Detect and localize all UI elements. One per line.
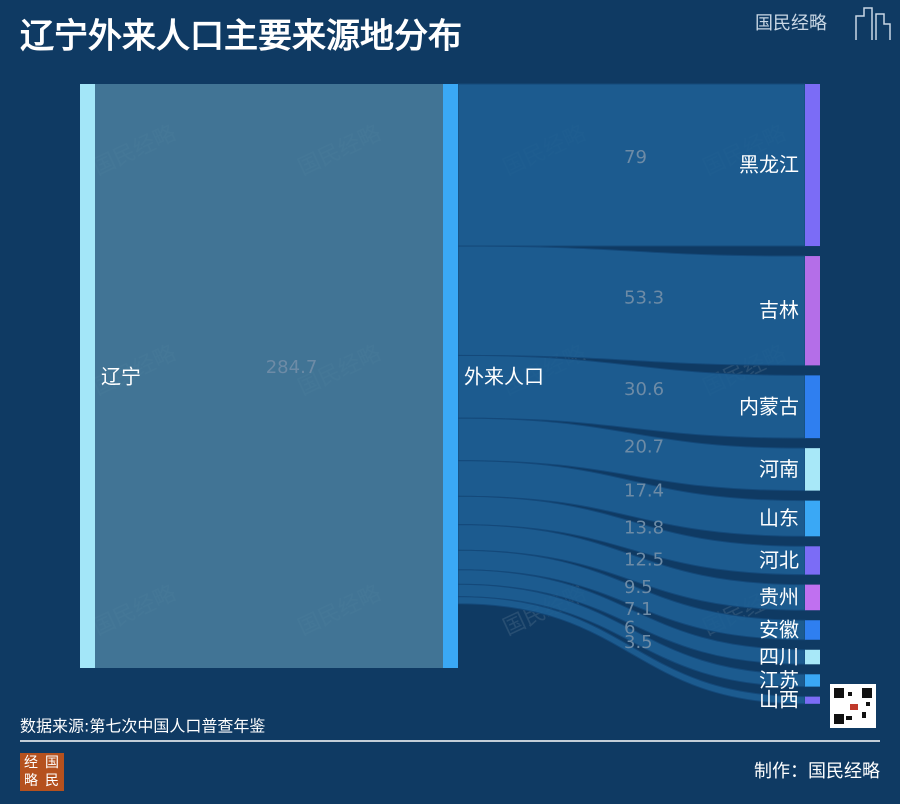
- value-label: 6: [624, 617, 635, 638]
- source-note: 数据来源:第七次中国人口普查年鉴: [20, 717, 265, 736]
- nodes: 辽宁 外来人口 284.7 黑龙江 79 吉林 53.3 内蒙古 30.6 河南 20.7 山东 17.…: [80, 84, 820, 712]
- node-label: 辽宁: [101, 365, 141, 389]
- link: [457, 245, 806, 366]
- node: [805, 84, 820, 247]
- node: [805, 696, 820, 704]
- logo-char: 民: [45, 773, 59, 789]
- link: [457, 460, 806, 537]
- node: [805, 649, 820, 665]
- brand-icon: [855, 7, 891, 40]
- value-label: 79: [624, 147, 647, 168]
- link: [457, 569, 806, 665]
- node-label: 四川: [759, 645, 799, 669]
- value-label: 20.7: [624, 436, 664, 457]
- value-label: 7.1: [624, 599, 653, 620]
- logo-char: 经: [24, 755, 38, 771]
- value-label: 9.5: [624, 577, 653, 598]
- logo-char: 略: [24, 773, 38, 789]
- node-label: 黑龙江: [739, 153, 799, 177]
- node-label: 山东: [759, 506, 799, 530]
- value-label: 30.6: [624, 379, 664, 400]
- node: [805, 620, 820, 640]
- links: [95, 83, 806, 705]
- value-label: 3.5: [624, 632, 653, 653]
- link: [95, 84, 443, 668]
- node-label: 内蒙古: [739, 394, 799, 418]
- node-label: 山西: [759, 688, 799, 712]
- value-label: 17.4: [624, 480, 664, 501]
- node-label: 江苏: [759, 668, 799, 692]
- value-label: 53.3: [624, 288, 664, 309]
- credit: 制作：国民经略: [754, 761, 880, 782]
- node: [805, 500, 820, 537]
- node: [443, 84, 458, 668]
- node-label: 安徽: [759, 618, 799, 642]
- node-label: 吉林: [759, 298, 799, 322]
- qr-code: [830, 684, 876, 728]
- value-label: 13.8: [624, 517, 664, 538]
- logo-char: 国: [45, 755, 59, 771]
- logo-box: [20, 753, 64, 791]
- value-label: 284.7: [266, 357, 318, 378]
- node: [805, 256, 820, 366]
- node: [805, 448, 820, 491]
- node-label: 河南: [759, 457, 799, 481]
- node: [80, 84, 95, 668]
- node: [805, 546, 820, 575]
- link: [457, 596, 806, 705]
- link: [457, 549, 806, 641]
- node-label: 贵州: [759, 585, 799, 609]
- value-label: 12.5: [624, 549, 664, 570]
- node-label: 河北: [759, 548, 799, 572]
- node: [805, 584, 820, 611]
- node-label: 外来人口: [464, 365, 544, 389]
- brand-mark: 国民经略: [755, 13, 827, 34]
- chart-title: 辽宁外来人口主要来源地分布: [20, 17, 462, 57]
- node: [805, 674, 820, 687]
- link: [457, 354, 806, 439]
- node: [805, 375, 820, 439]
